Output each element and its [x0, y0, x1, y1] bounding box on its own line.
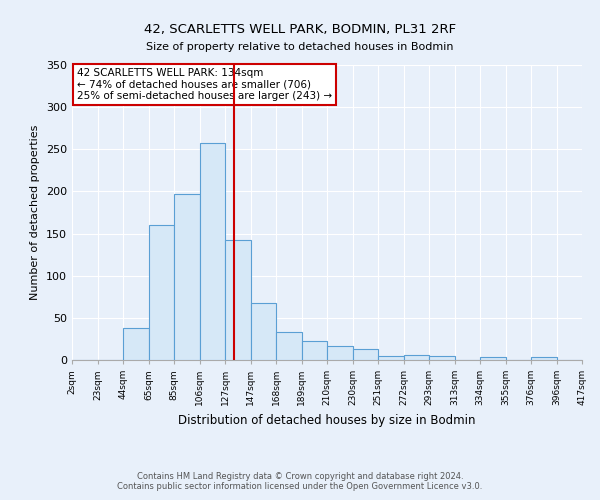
Text: Size of property relative to detached houses in Bodmin: Size of property relative to detached ho…: [146, 42, 454, 52]
Bar: [174, 194, 199, 360]
Text: Contains HM Land Registry data © Crown copyright and database right 2024.: Contains HM Land Registry data © Crown c…: [137, 472, 463, 481]
Text: Contains public sector information licensed under the Open Government Licence v3: Contains public sector information licen…: [118, 482, 482, 491]
Bar: [429, 356, 455, 360]
Bar: [225, 240, 251, 360]
Text: 42, SCARLETTS WELL PARK, BODMIN, PL31 2RF: 42, SCARLETTS WELL PARK, BODMIN, PL31 2R…: [144, 22, 456, 36]
Bar: [276, 332, 302, 360]
Bar: [149, 225, 174, 360]
Bar: [123, 328, 149, 360]
Bar: [302, 342, 327, 360]
X-axis label: Distribution of detached houses by size in Bodmin: Distribution of detached houses by size …: [178, 414, 476, 426]
Bar: [199, 142, 225, 360]
Bar: [480, 358, 505, 360]
Bar: [327, 346, 353, 360]
Text: 42 SCARLETTS WELL PARK: 134sqm
← 74% of detached houses are smaller (706)
25% of: 42 SCARLETTS WELL PARK: 134sqm ← 74% of …: [77, 68, 332, 101]
Y-axis label: Number of detached properties: Number of detached properties: [31, 125, 40, 300]
Bar: [404, 355, 429, 360]
Bar: [353, 349, 378, 360]
Bar: [251, 302, 276, 360]
Bar: [378, 356, 404, 360]
Bar: [531, 358, 557, 360]
